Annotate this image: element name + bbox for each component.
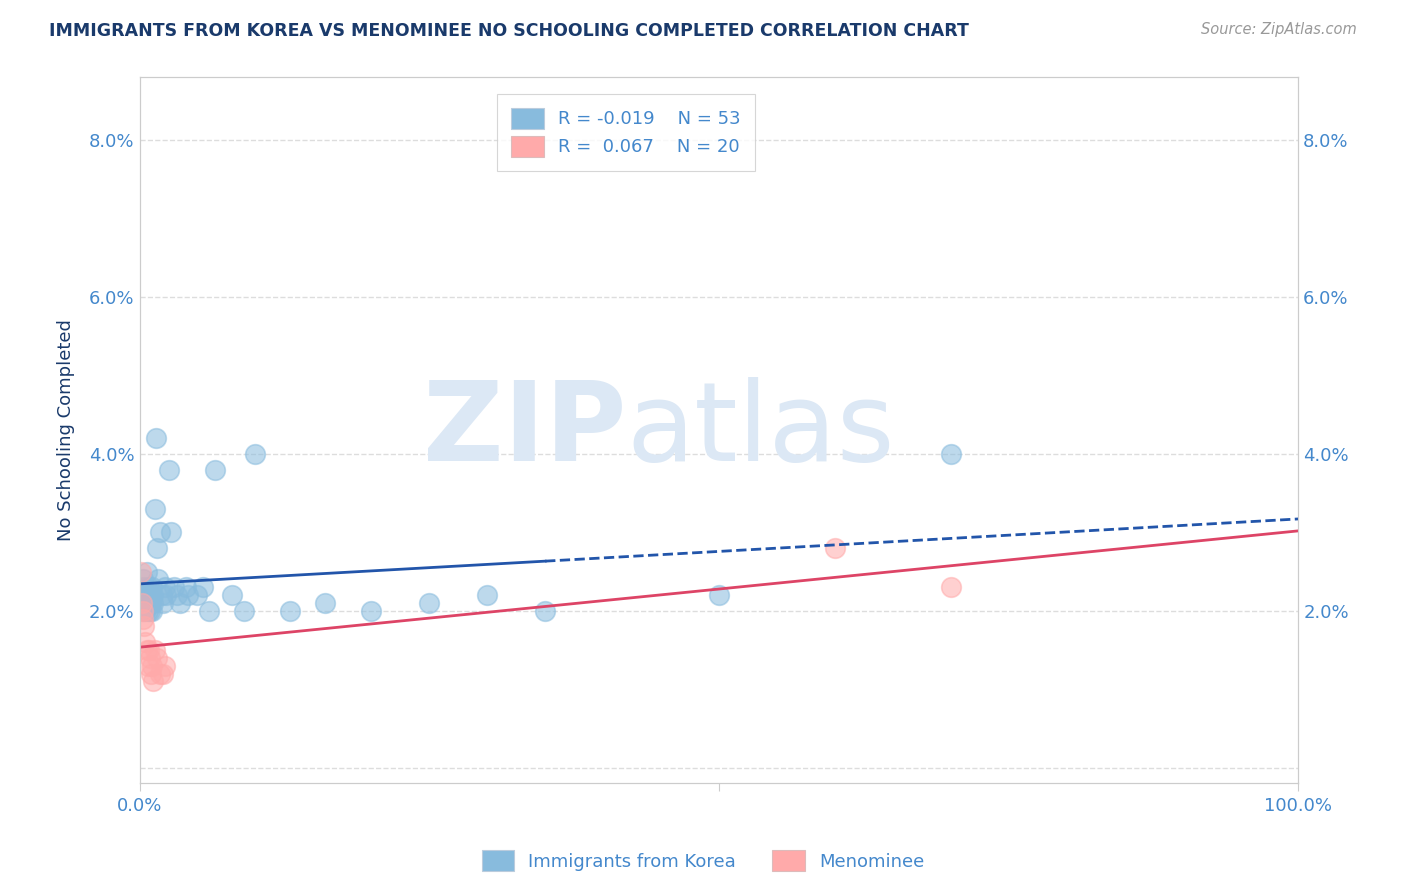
Text: IMMIGRANTS FROM KOREA VS MENOMINEE NO SCHOOLING COMPLETED CORRELATION CHART: IMMIGRANTS FROM KOREA VS MENOMINEE NO SC… xyxy=(49,22,969,40)
Point xyxy=(143,501,166,516)
Point xyxy=(477,588,499,602)
Point xyxy=(136,658,159,673)
Point xyxy=(534,604,557,618)
Point xyxy=(146,541,169,555)
Point xyxy=(132,612,155,626)
Point xyxy=(131,596,153,610)
Point xyxy=(418,596,440,610)
Point xyxy=(166,588,188,602)
Point xyxy=(152,666,174,681)
Point xyxy=(163,580,186,594)
Point xyxy=(135,565,157,579)
Legend: Immigrants from Korea, Menominee: Immigrants from Korea, Menominee xyxy=(474,843,932,879)
Point xyxy=(134,596,156,610)
Point xyxy=(135,643,157,657)
Point xyxy=(157,462,180,476)
Point xyxy=(169,596,191,610)
Point xyxy=(129,565,152,579)
Point xyxy=(139,604,162,618)
Point xyxy=(221,588,243,602)
Point xyxy=(278,604,301,618)
Point xyxy=(177,588,200,602)
Point xyxy=(139,596,162,610)
Point xyxy=(142,596,165,610)
Point xyxy=(149,525,172,540)
Point xyxy=(155,588,177,602)
Point xyxy=(149,666,172,681)
Point xyxy=(939,447,962,461)
Point xyxy=(204,462,226,476)
Point xyxy=(314,596,336,610)
Point xyxy=(134,635,156,649)
Point xyxy=(174,580,197,594)
Point xyxy=(824,541,846,555)
Point xyxy=(136,588,159,602)
Point xyxy=(145,431,167,445)
Point xyxy=(141,658,163,673)
Point xyxy=(138,580,160,594)
Point xyxy=(186,588,208,602)
Point xyxy=(132,604,155,618)
Point xyxy=(132,588,155,602)
Point xyxy=(134,588,156,602)
Point xyxy=(136,604,159,618)
Point xyxy=(143,643,166,657)
Point xyxy=(146,573,169,587)
Point xyxy=(141,580,163,594)
Point xyxy=(707,588,730,602)
Point xyxy=(129,588,152,602)
Point xyxy=(232,604,254,618)
Point xyxy=(142,588,165,602)
Point xyxy=(139,666,162,681)
Point xyxy=(139,588,162,602)
Point xyxy=(245,447,267,461)
Point xyxy=(141,604,163,618)
Point xyxy=(146,651,169,665)
Point xyxy=(139,651,162,665)
Y-axis label: No Schooling Completed: No Schooling Completed xyxy=(58,319,75,541)
Point xyxy=(134,580,156,594)
Point xyxy=(198,604,221,618)
Point xyxy=(134,619,156,633)
Text: atlas: atlas xyxy=(626,377,894,483)
Point xyxy=(160,525,183,540)
Point xyxy=(134,604,156,618)
Point xyxy=(153,580,176,594)
Point xyxy=(132,573,155,587)
Point xyxy=(138,643,160,657)
Point xyxy=(150,588,173,602)
Text: Source: ZipAtlas.com: Source: ZipAtlas.com xyxy=(1201,22,1357,37)
Legend: R = -0.019    N = 53, R =  0.067    N = 20: R = -0.019 N = 53, R = 0.067 N = 20 xyxy=(496,94,755,171)
Point xyxy=(135,596,157,610)
Point xyxy=(152,596,174,610)
Point xyxy=(139,588,162,602)
Point xyxy=(131,604,153,618)
Text: ZIP: ZIP xyxy=(423,377,626,483)
Point xyxy=(360,604,382,618)
Point xyxy=(138,596,160,610)
Point xyxy=(142,674,165,689)
Point xyxy=(939,580,962,594)
Point xyxy=(153,658,176,673)
Point xyxy=(193,580,215,594)
